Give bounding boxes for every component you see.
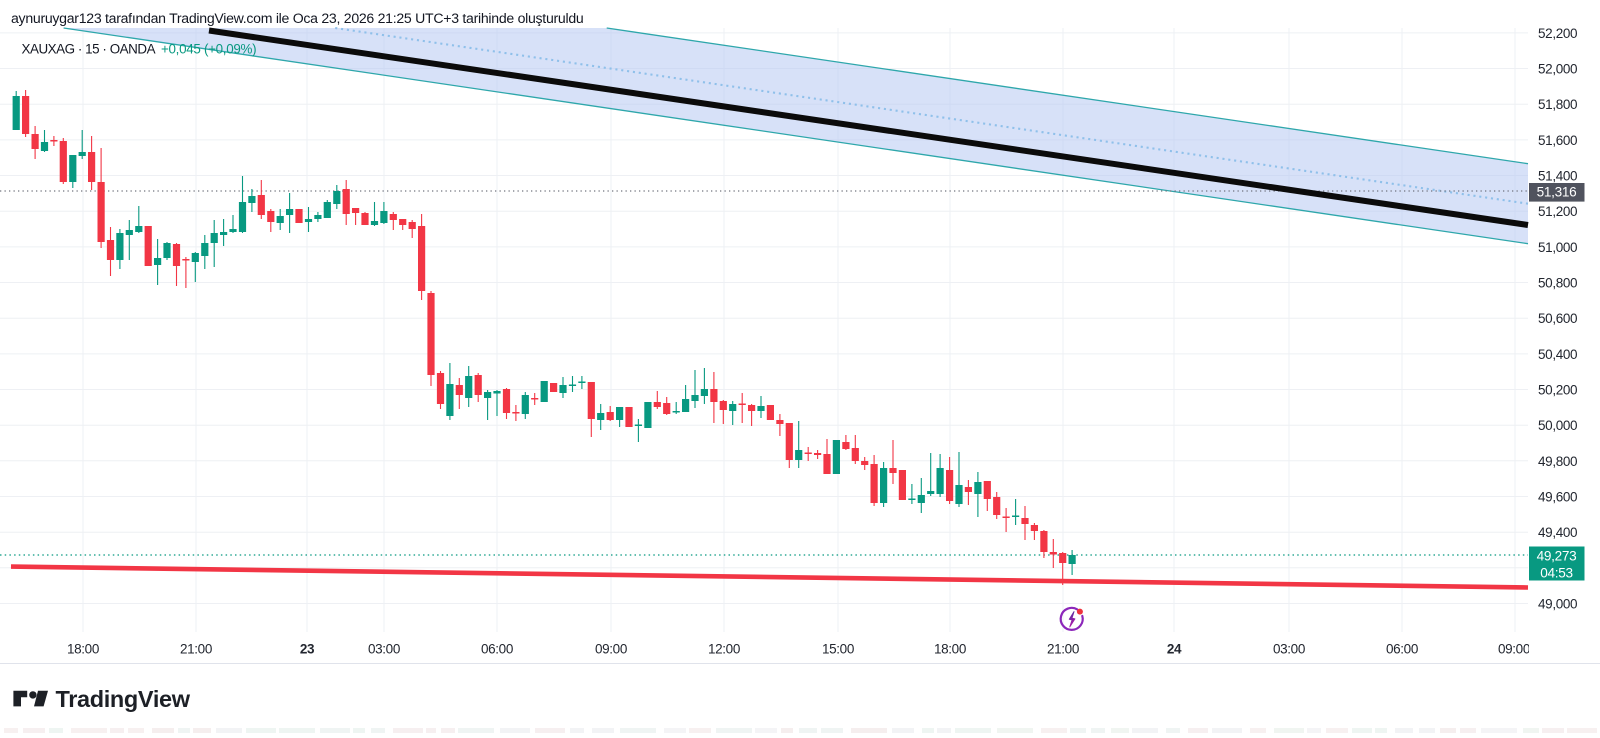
svg-text:50,400: 50,400 <box>1538 347 1577 362</box>
svg-text:03:00: 03:00 <box>368 642 400 657</box>
svg-text:50,800: 50,800 <box>1538 276 1577 291</box>
svg-text:52,200: 52,200 <box>1538 26 1577 41</box>
svg-text:50,200: 50,200 <box>1538 383 1577 398</box>
svg-text:21:00: 21:00 <box>1047 642 1079 657</box>
svg-text:50,600: 50,600 <box>1538 311 1577 326</box>
svg-text:51,800: 51,800 <box>1538 97 1577 112</box>
svg-text:51,400: 51,400 <box>1538 169 1577 184</box>
svg-text:49,600: 49,600 <box>1538 490 1577 505</box>
svg-text:49,000: 49,000 <box>1538 597 1577 612</box>
svg-text:03:00: 03:00 <box>1273 642 1305 657</box>
svg-text:21:00: 21:00 <box>180 642 212 657</box>
svg-text:XAUXAG · 15 · OANDA: XAUXAG · 15 · OANDA <box>22 42 156 57</box>
svg-text:aynuruygar123 tarafından Tradi: aynuruygar123 tarafından TradingView.com… <box>11 10 583 26</box>
svg-text:09:00: 09:00 <box>595 642 627 657</box>
svg-text:09:00: 09:00 <box>1498 642 1530 657</box>
svg-text:TradingView: TradingView <box>56 686 191 712</box>
svg-text:49,800: 49,800 <box>1538 454 1577 469</box>
svg-text:24: 24 <box>1167 642 1182 657</box>
svg-text:12:00: 12:00 <box>708 642 740 657</box>
svg-text:+0,045 (+0,09%): +0,045 (+0,09%) <box>161 42 256 57</box>
svg-text:51,200: 51,200 <box>1538 204 1577 219</box>
svg-text:06:00: 06:00 <box>481 642 513 657</box>
svg-text:49,400: 49,400 <box>1538 525 1577 540</box>
svg-text:18:00: 18:00 <box>934 642 966 657</box>
svg-text:04:53: 04:53 <box>1540 565 1573 580</box>
svg-text:15:00: 15:00 <box>822 642 854 657</box>
svg-text:51,600: 51,600 <box>1538 133 1577 148</box>
svg-text:49,273: 49,273 <box>1537 548 1577 563</box>
svg-text:51,316: 51,316 <box>1537 185 1577 200</box>
svg-text:06:00: 06:00 <box>1386 642 1418 657</box>
svg-text:18:00: 18:00 <box>67 642 99 657</box>
svg-text:50,000: 50,000 <box>1538 418 1577 433</box>
svg-text:23: 23 <box>300 642 315 657</box>
svg-text:52,000: 52,000 <box>1538 62 1577 77</box>
svg-text:51,000: 51,000 <box>1538 240 1577 255</box>
